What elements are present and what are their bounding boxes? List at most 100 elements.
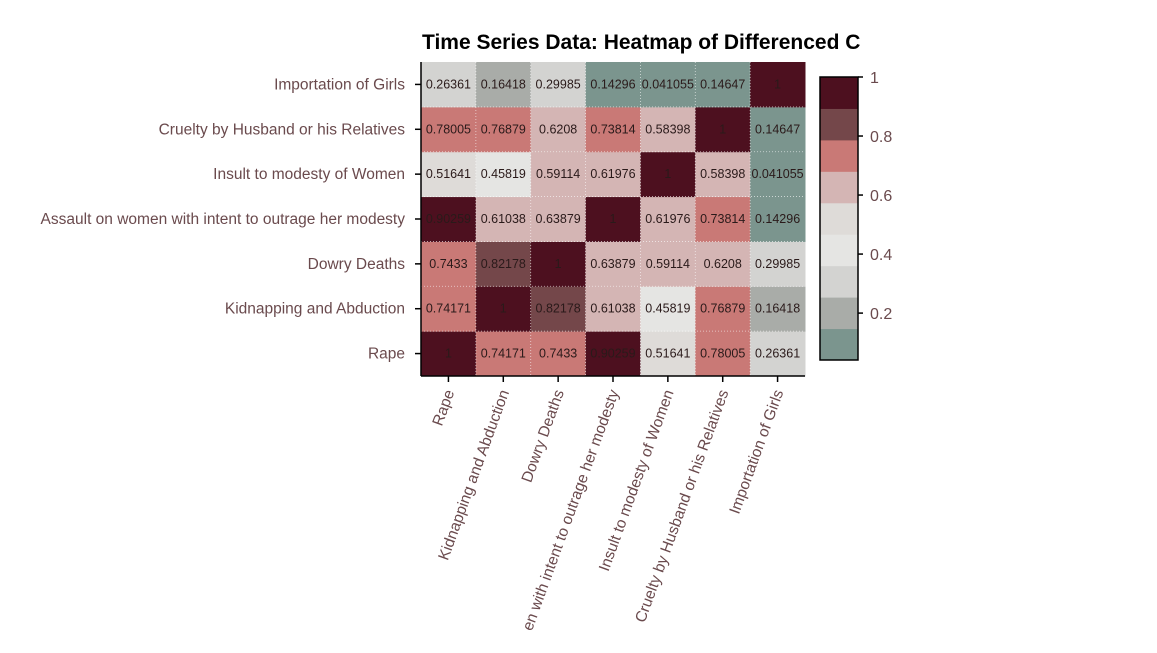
heatmap-cell (530, 241, 587, 287)
x-tick-label: Rape (430, 388, 459, 429)
y-tick-label: Assault on women with intent to outrage … (41, 211, 406, 228)
heatmap-cell (585, 151, 641, 198)
heatmap-cell (475, 331, 532, 377)
heatmap-cell (585, 62, 641, 108)
heatmap-cell (695, 196, 751, 242)
heatmap-cell (530, 331, 587, 377)
heatmap-cell (640, 106, 696, 153)
cell-value-label: 0.041055 (642, 77, 694, 91)
cell-value-label: 0.45819 (645, 302, 690, 316)
cell-value-label: 1 (555, 257, 562, 271)
cell-value-label: 0.73814 (590, 122, 635, 136)
y-tick-label: Kidnapping and Abduction (225, 301, 405, 318)
heatmap-cell (475, 196, 532, 242)
heatmap-cell (750, 241, 806, 287)
heatmap-cell (695, 286, 751, 332)
colorbar-segment (820, 171, 858, 204)
heatmap-cell (585, 106, 641, 153)
heatmap-cell (750, 286, 806, 332)
heatmap-cell (530, 106, 587, 153)
cell-value-label: 0.78005 (700, 347, 745, 361)
x-tick-label: Dowry Deaths (519, 387, 568, 485)
cell-value-label: 0.7433 (539, 347, 577, 361)
colorbar-segment (820, 328, 858, 361)
heatmap-cell (640, 196, 696, 242)
cell-value-label: 0.26361 (755, 347, 800, 361)
cell-value-label: 0.45819 (481, 167, 526, 181)
heatmap-cell (640, 286, 696, 332)
heatmap-cell (421, 241, 477, 287)
heatmap-cell (750, 106, 806, 153)
heatmap-cell (695, 241, 751, 287)
x-tick-label: Importation of Girls (727, 387, 788, 516)
colorbar-tick-label: 0.2 (870, 306, 892, 323)
heatmap-cell (695, 106, 751, 153)
cell-value-label: 0.14647 (755, 122, 800, 136)
cell-value-label: 0.82178 (481, 257, 526, 271)
cell-value-label: 0.29985 (536, 77, 581, 91)
cell-value-label: 0.041055 (752, 167, 804, 181)
heatmap-cell (750, 196, 806, 242)
colorbar-segment (820, 139, 858, 172)
colorbar-segment (820, 108, 858, 141)
cell-value-label: 0.59114 (646, 257, 690, 271)
cell-value-label: 0.14647 (700, 77, 745, 91)
heatmap-cell (530, 196, 587, 242)
heatmap-cell (750, 331, 806, 377)
colorbar-segment (820, 234, 858, 267)
cell-value-label: 0.73814 (700, 212, 745, 226)
heatmap-cell (695, 331, 751, 377)
heatmap-cell (750, 151, 806, 198)
cell-value-label: 0.90259 (426, 212, 471, 226)
heatmap-cell (475, 62, 532, 108)
cell-value-label: 0.7433 (429, 257, 467, 271)
cell-value-label: 0.76879 (481, 122, 526, 136)
x-tick-label: en with intent to outrage her modesty (520, 387, 623, 633)
cell-value-label: 0.76879 (700, 302, 745, 316)
cell-value-label: 0.29985 (755, 257, 800, 271)
colorbar-segment (820, 202, 858, 235)
cell-value-label: 1 (774, 77, 781, 91)
colorbar-segment (820, 265, 858, 298)
cell-value-label: 0.59114 (536, 167, 580, 181)
cell-value-label: 0.16418 (481, 77, 526, 91)
cell-value-label: 1 (445, 347, 452, 361)
cell-value-label: 0.51641 (645, 347, 690, 361)
heatmap-cell (640, 151, 696, 198)
heatmap-cell (640, 331, 696, 377)
cell-value-label: 0.82178 (536, 302, 581, 316)
colorbar-tick-label: 1 (870, 70, 879, 87)
heatmap-cell (695, 151, 751, 198)
heatmap-cell (530, 151, 587, 198)
cell-value-label: 0.90259 (590, 347, 635, 361)
heatmap-cell (475, 106, 532, 153)
cell-value-label: 0.61038 (590, 302, 635, 316)
cell-value-label: 0.78005 (426, 122, 471, 136)
heatmap-cell (640, 241, 696, 287)
heatmap-cell (530, 62, 587, 108)
colorbar-segment (820, 297, 858, 330)
heatmap-cell (421, 196, 477, 242)
y-axis: Rape Kidnapping and Abduction Dowry Deaths… (41, 62, 422, 376)
colorbar-frame (819, 76, 859, 361)
heatmap-cell (475, 286, 532, 332)
heatmap-cell (421, 151, 477, 198)
colorbar-tick-label: 0.6 (870, 188, 892, 205)
heatmap-cell (585, 241, 641, 287)
cell-value-label: 1 (610, 212, 617, 226)
cell-value-label: 0.74171 (426, 302, 471, 316)
cell-value-label: 0.26361 (426, 77, 471, 91)
x-tick-label: Cruelty by Husband or his Relatives (632, 387, 732, 625)
heatmap-cell (421, 62, 477, 108)
heatmap-cells (421, 62, 806, 377)
heatmap-cell (530, 286, 587, 332)
cell-value-label: 0.14296 (755, 212, 800, 226)
cell-value-label: 0.51641 (426, 167, 471, 181)
colorbar: 0.2 0.4 0.6 0.8 1 (819, 70, 892, 361)
chart-title: Time Series Data: Heatmap of Differenced… (422, 31, 860, 54)
cell-value-label: 1 (664, 167, 671, 181)
colorbar-segment (820, 77, 858, 109)
cell-value-label: 0.6208 (704, 257, 742, 271)
heatmap-cell (421, 331, 477, 377)
